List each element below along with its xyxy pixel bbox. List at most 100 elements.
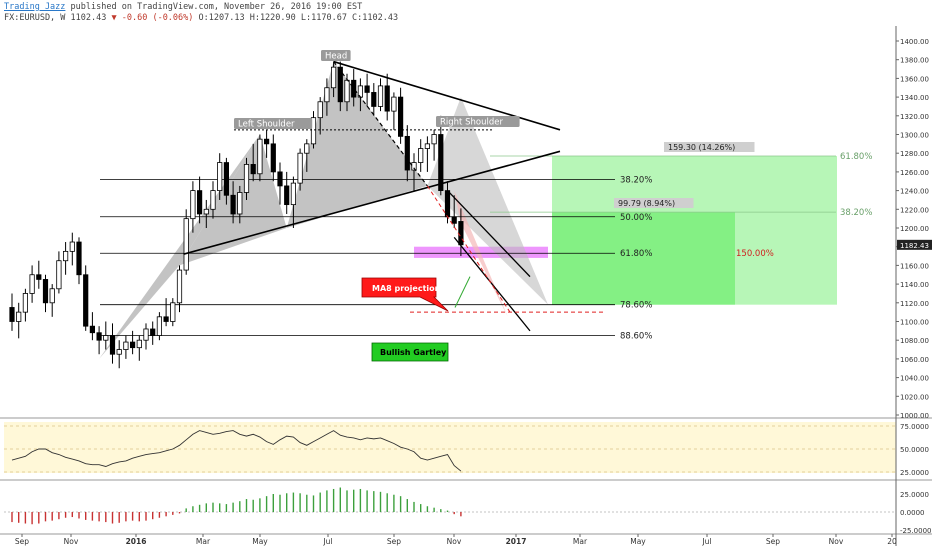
- rsi-band: [4, 422, 896, 473]
- candle-body: [22, 293, 29, 313]
- candle-body: [143, 328, 149, 341]
- candle-body: [163, 316, 169, 322]
- candle-body: [29, 274, 35, 294]
- last-price-text: 1182.43: [900, 242, 929, 250]
- time-tick-label: Mar: [573, 537, 588, 546]
- candle-body: [156, 316, 162, 336]
- axes: 1400.00 1380.00 1360.00 1340.00 1320.00 1300.…: [15, 38, 932, 546]
- channel-upper: [447, 190, 531, 278]
- range-label: 159.30 (14.26%): [664, 142, 755, 152]
- time-tick-label: 2016: [126, 537, 147, 546]
- time-tick-label: Sep: [387, 537, 401, 546]
- macd-tick-label: 25.0000: [900, 491, 929, 499]
- candle-body: [310, 117, 317, 145]
- chart-annotations: Head Left Shoulder Right Shoulder 159.30 (1…: [234, 50, 774, 362]
- prz-zone: [414, 246, 548, 258]
- callout-text: MA8 projection: [372, 284, 441, 293]
- fib-label: 50.00%: [620, 213, 652, 223]
- left-shoulder-label-text: Left Shoulder: [238, 120, 295, 130]
- time-tick-label: Nov: [64, 537, 79, 546]
- candle-body: [230, 194, 236, 215]
- price-tick-label: 1340.00: [900, 94, 929, 102]
- published-text: published on TradingView.com, November 2…: [65, 2, 363, 12]
- candle-body: [136, 339, 142, 349]
- candle-body: [391, 96, 397, 112]
- candle-body: [203, 208, 209, 215]
- range-label-box: [664, 142, 755, 152]
- candle-body: [317, 101, 323, 119]
- candle-body: [63, 250, 69, 262]
- candle-body: [257, 138, 263, 175]
- candle-body: [270, 143, 276, 173]
- candle-body: [96, 332, 102, 341]
- candle-body: [377, 85, 384, 107]
- callout-text: Bullish Gartley: [380, 348, 447, 357]
- candle-body: [83, 274, 89, 327]
- candle-body: [431, 134, 437, 145]
- range-label-box: [614, 198, 694, 208]
- candle-body: [330, 66, 337, 89]
- candle-body: [371, 92, 377, 107]
- time-tick-label: Sep: [15, 537, 29, 546]
- price-tick-label: 1100.00: [900, 319, 929, 327]
- price-tick-label: 1120.00: [900, 300, 929, 308]
- candle-body: [438, 134, 444, 191]
- head-label-text: Head: [325, 52, 347, 62]
- ohlc-values: O:1207.13 H:1220.90 L:1170.67 C:1102.43: [198, 13, 399, 23]
- price-tick-label: 1240.00: [900, 188, 929, 196]
- callout-shape: [371, 342, 449, 362]
- gartley-leg-4: [427, 97, 548, 305]
- price-candles: [9, 61, 464, 369]
- upper-trendline: [333, 60, 561, 131]
- callout-shape: [361, 277, 449, 312]
- last-price-marker: 1182.43: [897, 239, 932, 250]
- candle-body: [384, 85, 390, 112]
- candle-body: [411, 162, 417, 171]
- candle-body: [9, 307, 15, 322]
- trend-lines: [183, 60, 605, 332]
- gartley-pointer: [454, 276, 471, 308]
- rsi-pane: 75.0000 50.0000 25.0000: [4, 423, 929, 477]
- fib-label: 61.80%: [620, 249, 652, 259]
- left-shoulder-label-box: [234, 118, 313, 129]
- rsi-tick-label: 25.0000: [900, 469, 929, 477]
- last-price-box: [897, 239, 932, 250]
- symbol-text[interactable]: FX:EURUSD, W: [4, 13, 66, 23]
- candle-body: [444, 190, 451, 218]
- candle-body: [109, 335, 116, 355]
- candle-body: [89, 325, 95, 334]
- candle-body: [237, 192, 243, 215]
- rsi-tick-label: 50.0000: [900, 446, 929, 454]
- price-tick-label: 1040.00: [900, 375, 929, 383]
- candle-body: [176, 269, 183, 304]
- candle-body: [263, 138, 270, 145]
- candle-body: [123, 341, 129, 350]
- price-tick-label: 1020.00: [900, 393, 929, 401]
- range-label-text: 99.79 (8.94%): [618, 199, 675, 208]
- macd-tick-label: 0.0000: [900, 509, 925, 517]
- candle-body: [458, 221, 464, 246]
- candle-body: [76, 241, 82, 276]
- time-tick-label: May: [252, 537, 268, 546]
- gartley-callout: Bullish Gartley: [371, 342, 449, 362]
- time-tick-label: Mar: [196, 537, 211, 546]
- down-arrow-icon: ▼: [111, 13, 117, 23]
- price-tick-label: 1320.00: [900, 113, 929, 121]
- fib-label: 78.60%: [620, 301, 652, 311]
- candle-body: [397, 96, 404, 137]
- head-label: Head: [321, 50, 351, 62]
- candle-body: [351, 79, 357, 98]
- price-tick-label: 1140.00: [900, 281, 929, 289]
- last-value: 1102.43: [70, 13, 107, 23]
- price-tick-label: 1300.00: [900, 132, 929, 140]
- candle-body: [103, 335, 109, 341]
- price-tick-label: 1200.00: [900, 225, 929, 233]
- price-tick-label: 1220.00: [900, 206, 929, 214]
- target-zone-inner: [552, 212, 735, 305]
- zone-fib-label: 38.20%: [840, 208, 872, 218]
- candle-body: [324, 87, 330, 103]
- author-link[interactable]: Trading_Jazz: [4, 2, 66, 12]
- head-drop-line: [333, 61, 428, 187]
- right-shoulder-label-text: Right Shoulder: [440, 118, 503, 128]
